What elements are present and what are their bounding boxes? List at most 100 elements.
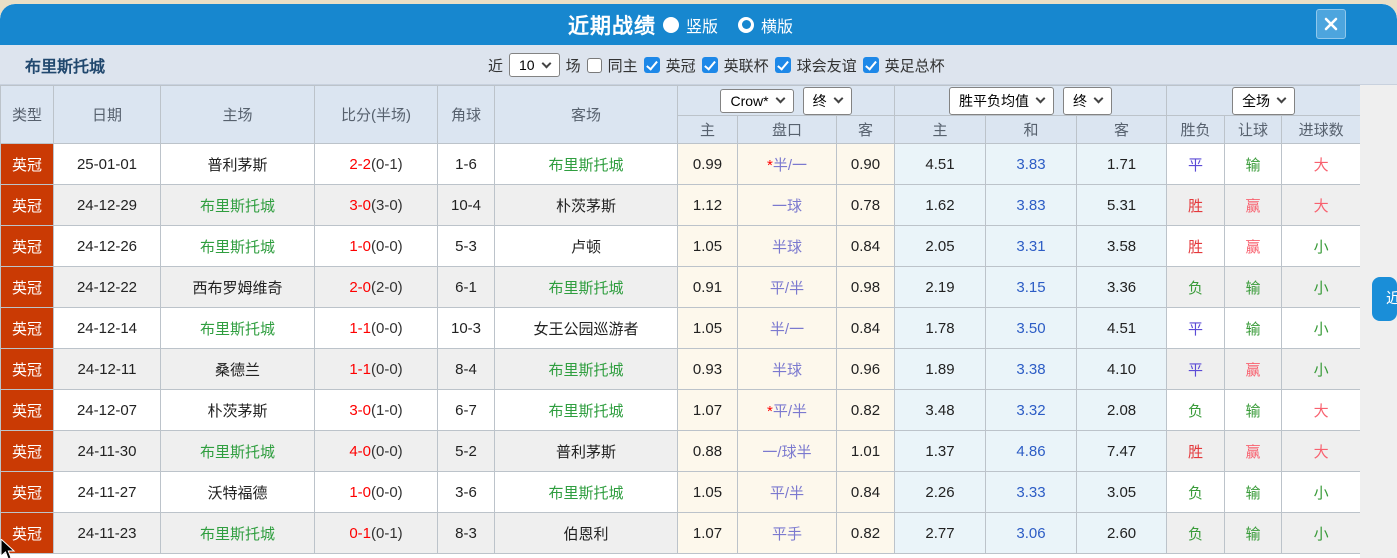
result-cell: 胜 (1166, 225, 1226, 267)
chevron-down-icon (541, 58, 552, 68)
home-team-cell: 布里斯托城 (160, 430, 315, 472)
asian-home-odds-cell: 1.05 (677, 471, 738, 513)
away-team-cell: 布里斯托城 (494, 348, 678, 390)
filter-bar: 布里斯托城 近 10 场 同主 英冠 英联杯 球会友谊 英足总杯 (0, 45, 1397, 85)
match-row: 英冠 24-12-11 桑德兰 1-1(0-0) 8-4 布里斯托城 0.93 半球 0.96 1… (0, 348, 1362, 390)
filter-checkbox-label: 英足总杯 (884, 57, 945, 75)
handicap-line: 平/半 (769, 484, 805, 502)
fulltime-score: 4-0 (349, 442, 371, 460)
euro-away-odds-cell: 3.58 (1076, 225, 1168, 267)
filter-checkbox-label: 球会友谊 (796, 57, 857, 75)
score-cell: 1-1(0-0) (314, 348, 438, 390)
fulltime-score: 1-1 (349, 360, 371, 378)
radio-vertical-label: 竖版 (686, 18, 719, 36)
handicap-result-cell: 赢 (1224, 184, 1283, 226)
recent-count-select[interactable]: 10 (509, 53, 560, 77)
score-cell: 2-2(0-1) (314, 143, 438, 185)
halftime-score: (0-0) (371, 237, 403, 255)
handicap-line-cell: 平手 (737, 512, 837, 554)
away-team-cell: 布里斯托城 (494, 389, 678, 431)
filter-checkbox-3[interactable] (774, 57, 791, 73)
league-type-cell: 英冠 (0, 184, 54, 226)
filter-checkbox-0[interactable] (586, 57, 602, 73)
halftime-score: (0-0) (371, 319, 403, 337)
subcolumn-header: 让球 (1224, 115, 1283, 144)
goals-result-cell: 小 (1281, 471, 1362, 513)
goals-result-cell: 大 (1281, 430, 1362, 472)
euro-draw-odds-cell: 4.86 (985, 430, 1078, 472)
column-header-corner: 角球 (437, 85, 495, 144)
fulltime-score: 2-2 (349, 155, 371, 173)
goals-result-cell: 小 (1281, 348, 1362, 390)
halftime-score: (1-0) (371, 401, 403, 419)
home-team-cell: 桑德兰 (160, 348, 315, 390)
asian-away-odds-cell: 0.82 (835, 389, 896, 431)
handicap-line-cell: *平/半 (737, 389, 837, 431)
corner-cell: 8-3 (437, 512, 495, 554)
euro-away-odds-cell: 4.10 (1076, 348, 1168, 390)
fulltime-score: 3-0 (349, 401, 371, 419)
match-row: 英冠 24-11-27 沃特福德 1-0(0-0) 3-6 布里斯托城 1.05 平/半 0.8… (0, 471, 1362, 513)
fulltime-score: 1-1 (349, 319, 371, 337)
filter-checkbox-2[interactable] (701, 57, 718, 73)
asian-away-odds-cell: 0.84 (835, 225, 896, 267)
league-type-cell: 英冠 (0, 471, 54, 513)
right-gutter (1360, 85, 1397, 558)
result-cell: 胜 (1166, 430, 1226, 472)
asia-time-select[interactable]: 终 (802, 86, 852, 115)
league-type-cell: 英冠 (0, 307, 54, 349)
euro-time-select[interactable]: 终 (1063, 86, 1113, 115)
handicap-line: 一/球半 (762, 443, 812, 461)
asia-company-select[interactable]: Crow* (720, 88, 794, 113)
subcolumn-header: 胜负 (1166, 115, 1226, 144)
handicap-result-cell: 输 (1224, 266, 1283, 308)
filter-checkbox-1[interactable] (643, 57, 660, 73)
filter-controls: 近 10 场 同主 英冠 英联杯 球会友谊 英足总杯 (488, 45, 945, 85)
league-type-cell: 英冠 (0, 389, 54, 431)
handicap-line: 平/半 (769, 279, 805, 297)
date-cell: 24-12-22 (53, 266, 161, 308)
chevron-down-icon (833, 93, 844, 104)
radio-horizontal-layout[interactable] (738, 16, 755, 33)
home-team-cell: 布里斯托城 (160, 184, 315, 226)
handicap-result-cell: 赢 (1224, 430, 1283, 472)
handicap-result-cell: 输 (1224, 512, 1283, 554)
away-team-cell: 女王公园巡游者 (494, 307, 678, 349)
handicap-result-cell: 输 (1224, 389, 1283, 431)
handicap-line: 半球 (771, 238, 802, 256)
close-button[interactable] (1316, 9, 1346, 39)
euro-draw-odds-cell: 3.06 (985, 512, 1078, 554)
halftime-score: (0-0) (371, 483, 403, 501)
halftime-score: (0-1) (371, 524, 403, 542)
home-team-cell: 西布罗姆维奇 (160, 266, 315, 308)
score-cell: 3-0(3-0) (314, 184, 438, 226)
halftime-score: (0-0) (371, 360, 403, 378)
handicap-line-cell: 平/半 (737, 471, 837, 513)
changed-line-star: * (766, 402, 773, 420)
scope-value: 全场 (1242, 92, 1271, 109)
result-cell: 平 (1166, 307, 1226, 349)
euro-away-odds-cell: 4.51 (1076, 307, 1168, 349)
euro-home-odds-cell: 1.62 (894, 184, 987, 226)
euro-away-odds-cell: 2.08 (1076, 389, 1168, 431)
fulltime-score: 1-0 (349, 483, 371, 501)
result-cell: 平 (1166, 143, 1226, 185)
subcolumn-header: 主 (677, 115, 738, 144)
side-tab-button[interactable]: 近 (1372, 277, 1397, 321)
recent-matches-table: 类型 日期 主场 比分(半场) 角球 客场 Crow* 终 (0, 85, 1362, 554)
filter-checkbox-4[interactable] (862, 57, 879, 73)
corner-cell: 5-3 (437, 225, 495, 267)
euro-avg-select[interactable]: 胜平负均值 (949, 86, 1055, 115)
euro-draw-odds-cell: 3.38 (985, 348, 1078, 390)
recent-results-dialog: 近期战绩 竖版 横版 布里斯托城 近 10 场 同主 英冠 英联杯 球会友谊 英足总杯 (0, 4, 1397, 558)
league-type-cell: 英冠 (0, 512, 54, 554)
column-header-away: 客场 (494, 85, 678, 144)
scope-select[interactable]: 全场 (1232, 86, 1296, 115)
fulltime-score: 1-0 (349, 237, 371, 255)
euro-draw-odds-cell: 3.83 (985, 143, 1078, 185)
radio-vertical-layout[interactable] (663, 16, 679, 33)
dialog-title: 近期战绩 (568, 14, 656, 38)
result-cell: 平 (1166, 348, 1226, 390)
result-cell: 胜 (1166, 184, 1226, 226)
euro-home-odds-cell: 4.51 (894, 143, 987, 185)
